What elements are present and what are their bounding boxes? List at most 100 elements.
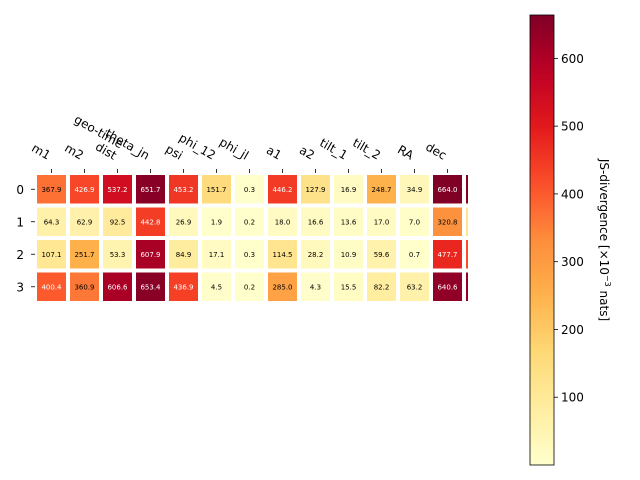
cell-value-label: 453.2 (173, 186, 193, 194)
heatmap-cell (367, 272, 396, 301)
colorbar-tick-label: 100 (561, 391, 584, 405)
cell-value-label: 653.4 (140, 283, 161, 291)
x-tick-label: dec (423, 140, 449, 163)
heatmap-cell (202, 240, 231, 269)
cell-value-label: 92.5 (110, 218, 126, 226)
cell-value-label: 26.9 (176, 218, 192, 226)
cell-value-label: 63.2 (407, 283, 423, 291)
cell-value-label: 18.0 (275, 218, 291, 226)
cell-value-label: 62.9 (77, 218, 93, 226)
y-tick-label: 1 (16, 215, 24, 229)
heatmap-cell (334, 272, 363, 301)
x-tick-label: phi_12 (177, 131, 218, 163)
heatmap-cell (70, 207, 99, 236)
colorbar-tick-label: 300 (561, 255, 584, 269)
heatmap-cell (37, 240, 66, 269)
heatmap-cell (103, 207, 132, 236)
heatmap-cell (235, 240, 264, 269)
heatmap-cell (70, 272, 99, 301)
colorbar: 100 200 300 400 500 600 JS-divergence [×10−3 … (529, 14, 612, 466)
cell-value-label: 151.7 (206, 186, 226, 194)
cell-value-label: 0.2 (244, 218, 255, 226)
cell-value-label: 4.3 (310, 283, 321, 291)
y-tick-label: 0 (16, 183, 24, 197)
heatmap-cell (136, 240, 165, 269)
colorbar-label: JS-divergence [×10−3 nats] (597, 158, 612, 321)
cell-value-labels: 367.9 426.9 537.2 651.7 453.2 151.7 0.3 446.2 12… (41, 186, 458, 292)
cell-value-label: 0.2 (244, 283, 255, 291)
cell-value-label: 664.0 (437, 186, 457, 194)
colorbar-tick-label: 500 (561, 120, 584, 134)
heatmap-cell (70, 240, 99, 269)
heatmap-cell (466, 207, 468, 236)
cell-value-label: 0.3 (244, 186, 255, 194)
heatmap-cell (235, 207, 264, 236)
cell-value-label: 34.9 (407, 186, 423, 194)
heatmap-cell (466, 240, 468, 269)
heatmap-cell (466, 272, 468, 301)
heatmap-cell (433, 175, 462, 204)
heatmap-cell (103, 240, 132, 269)
heatmap-cell (367, 207, 396, 236)
x-tick-label: tilt_1 (317, 136, 350, 163)
heatmap-cell (37, 272, 66, 301)
cell-value-label: 82.2 (374, 283, 390, 291)
colorbar-tick-label: 600 (561, 52, 584, 66)
heatmap-cell (136, 175, 165, 204)
heatmap-cell (103, 175, 132, 204)
cell-value-label: 107.1 (41, 251, 61, 259)
cell-value-label: 426.9 (74, 186, 94, 194)
cell-value-label: 477.7 (437, 251, 457, 259)
cell-value-label: 360.9 (74, 283, 94, 291)
colorbar-tick-label: 400 (561, 187, 584, 201)
heatmap-cell (367, 175, 396, 204)
cell-value-label: 13.6 (341, 218, 357, 226)
cell-value-label: 7.0 (409, 218, 420, 226)
heatmap-cell (169, 272, 198, 301)
heatmap-cell (268, 272, 297, 301)
x-tick-label: tilt_2 (350, 136, 383, 163)
cell-value-label: 16.9 (341, 186, 357, 194)
heatmap-cell (103, 272, 132, 301)
cell-value-label: 400.4 (41, 283, 62, 291)
cell-value-label: 320.8 (437, 218, 457, 226)
cell-value-label: 367.9 (41, 186, 61, 194)
heatmap-cell (202, 272, 231, 301)
cell-value-label: 285.0 (272, 283, 292, 291)
heatmap-cell (169, 240, 198, 269)
cell-value-label: 248.7 (371, 186, 391, 194)
cell-value-label: 640.6 (437, 283, 458, 291)
heatmap-cell (136, 272, 165, 301)
heatmap-cell (367, 240, 396, 269)
x-tick-label: RA (395, 142, 417, 163)
cell-value-label: 537.2 (107, 186, 127, 194)
heatmap-cell (466, 175, 468, 204)
cell-value-label: 17.0 (374, 218, 390, 226)
cell-value-label: 16.6 (308, 218, 324, 226)
x-tick-label: phi_jl (217, 135, 251, 163)
heatmap-cell (301, 175, 330, 204)
heatmap-cell (268, 207, 297, 236)
heatmap-cell (136, 207, 165, 236)
heatmap-cell (37, 207, 66, 236)
heatmap-cell (400, 272, 429, 301)
cell-value-label: 28.2 (308, 251, 324, 259)
colorbar-ticks: 100 200 300 400 500 600 (554, 52, 584, 405)
heatmap-cell (268, 175, 297, 204)
heatmap-cell (301, 272, 330, 301)
cell-value-label: 17.1 (209, 251, 225, 259)
cell-value-label: 15.5 (341, 283, 357, 291)
x-tick-label: a1 (264, 143, 284, 163)
x-tick-label: m2 (62, 141, 86, 163)
heatmap-cell (400, 175, 429, 204)
heatmap-cells (37, 175, 468, 301)
heatmap-cell (334, 240, 363, 269)
cell-value-label: 127.9 (305, 186, 325, 194)
heatmap-cell (235, 272, 264, 301)
heatmap-cell (400, 207, 429, 236)
heatmap-cell (202, 175, 231, 204)
heatmap-cell (334, 207, 363, 236)
cell-value-label: 442.8 (140, 218, 160, 226)
